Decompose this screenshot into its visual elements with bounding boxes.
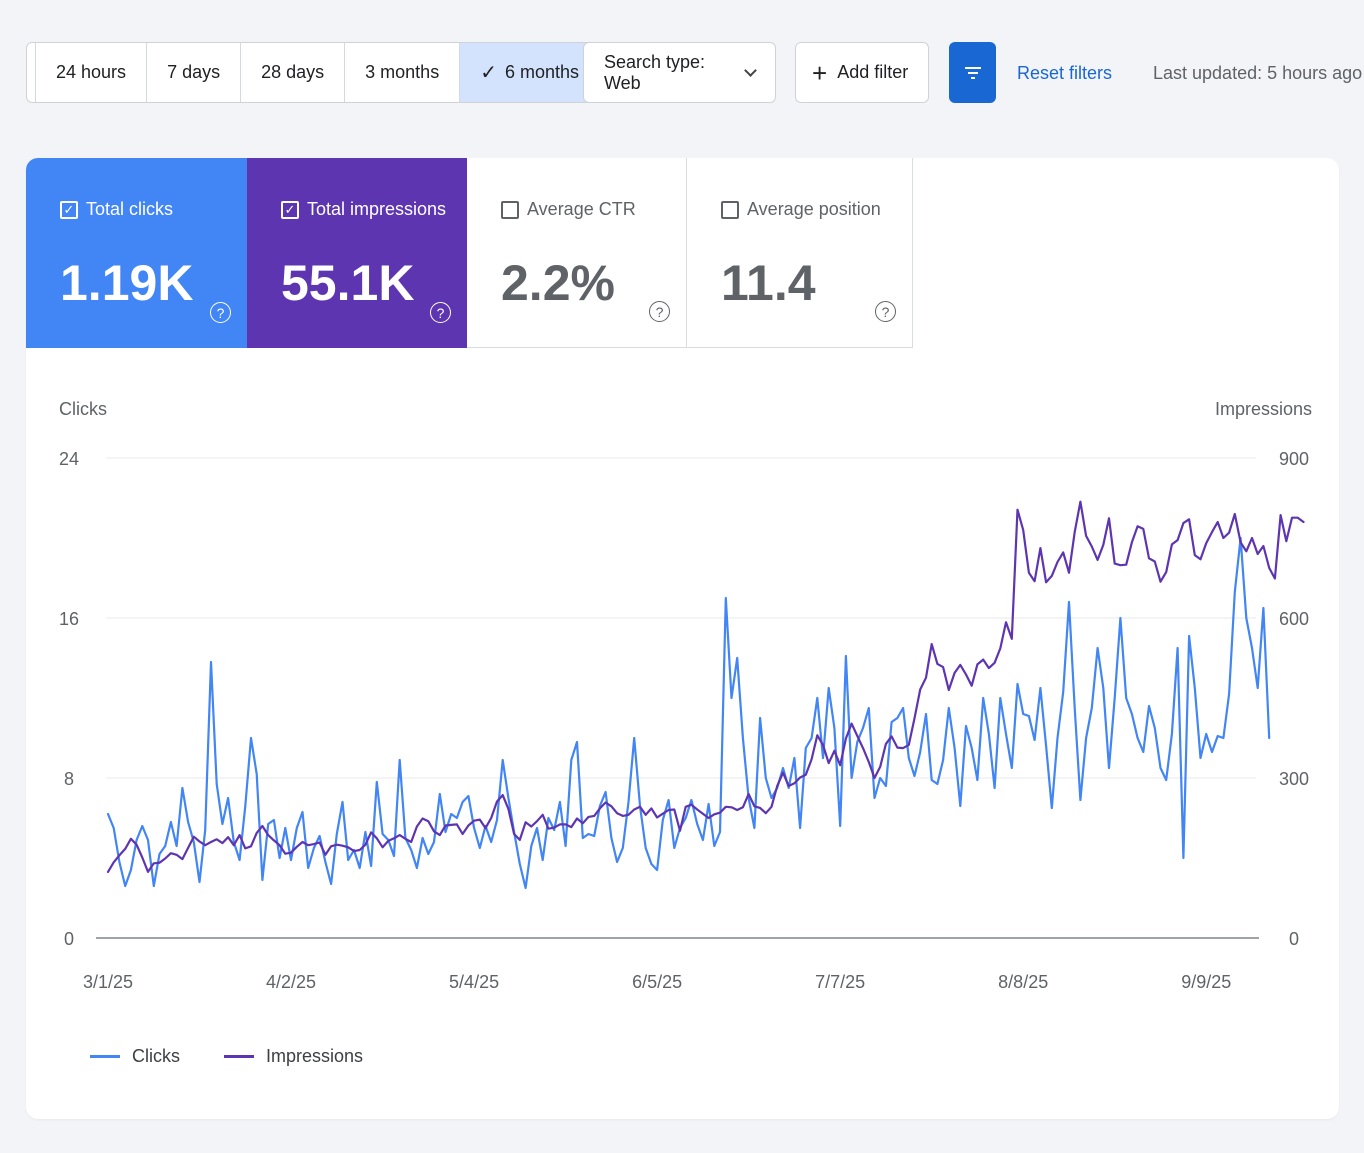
series-line-impressions <box>106 500 1305 874</box>
x-tick-label: 9/9/25 <box>1181 972 1231 992</box>
date-range-3-months[interactable]: 3 months <box>345 43 461 102</box>
checkmark-icon: ✓ <box>480 62 497 84</box>
x-tick-label: 3/1/25 <box>83 972 133 992</box>
legend-impressions[interactable]: Impressions <box>224 1046 363 1067</box>
checkbox-unchecked-icon[interactable] <box>721 200 739 219</box>
average-position-value: 11.4 <box>721 255 816 311</box>
left-tick-label: 24 <box>59 449 79 469</box>
search-type-dropdown[interactable]: Search type: Web <box>583 42 776 103</box>
total-impressions-value: 55.1K <box>281 255 415 311</box>
help-icon[interactable]: ? <box>430 302 451 323</box>
metric-average-position[interactable]: Average position 11.4 ? <box>687 158 913 348</box>
plus-icon: + <box>812 57 828 88</box>
x-tick-label: 4/2/25 <box>266 972 316 992</box>
help-icon[interactable]: ? <box>875 301 896 322</box>
total-clicks-value: 1.19K <box>60 255 194 311</box>
series-line-clicks <box>106 536 1271 890</box>
legend-swatch-clicks <box>90 1055 120 1058</box>
right-tick-label: 600 <box>1279 609 1309 629</box>
date-range-24-hours[interactable]: 24 hours <box>35 43 148 102</box>
filter-button[interactable] <box>949 42 996 103</box>
right-tick-label: 900 <box>1279 449 1309 469</box>
filter-icon <box>964 66 981 79</box>
x-tick-label: 6/5/25 <box>632 972 682 992</box>
help-icon[interactable]: ? <box>210 302 231 323</box>
x-tick-label: 5/4/25 <box>449 972 499 992</box>
left-axis-label: Clicks <box>59 399 107 419</box>
right-tick-label: 300 <box>1279 769 1309 789</box>
average-ctr-value: 2.2% <box>501 255 615 311</box>
add-filter-button[interactable]: + Add filter <box>795 42 929 103</box>
date-range-7-days[interactable]: 7 days <box>147 43 242 102</box>
metric-total-impressions[interactable]: ✓ Total impressions 55.1K ? <box>247 158 467 348</box>
reset-filters-link[interactable]: Reset filters <box>1017 63 1113 83</box>
right-axis-label: Impressions <box>1215 399 1312 419</box>
x-tick-label: 7/7/25 <box>815 972 865 992</box>
chevron-down-icon <box>744 63 757 77</box>
right-tick-label: 0 <box>1289 929 1299 949</box>
legend-clicks[interactable]: Clicks <box>90 1046 180 1067</box>
left-tick-label: 0 <box>64 929 74 949</box>
performance-chart: Clicks Impressions 24 16 8 0 900 600 300 0 3/1/2… <box>59 399 1312 992</box>
date-range-28-days[interactable]: 28 days <box>241 43 346 102</box>
date-range-6-months[interactable]: ✓ 6 months <box>460 43 600 102</box>
last-updated-text: Last updated: 5 hours ago <box>1153 63 1363 83</box>
metric-total-clicks[interactable]: ✓ Total clicks 1.19K ? <box>26 158 247 348</box>
left-tick-label: 16 <box>59 609 79 629</box>
help-icon[interactable]: ? <box>649 301 670 322</box>
left-tick-label: 8 <box>64 769 74 789</box>
checkbox-unchecked-icon[interactable] <box>501 200 519 219</box>
legend-swatch-impressions <box>224 1055 254 1058</box>
x-tick-label: 8/8/25 <box>998 972 1048 992</box>
metric-average-ctr[interactable]: Average CTR 2.2% ? <box>467 158 687 348</box>
checkbox-checked-icon[interactable]: ✓ <box>60 200 78 219</box>
performance-card: ✓ Total clicks 1.19K ? ✓ Total impressions… <box>26 158 1339 1119</box>
checkbox-checked-icon[interactable]: ✓ <box>281 200 299 219</box>
date-range-selector: 24 hours 7 days 28 days 3 months ✓ 6 mont… <box>26 42 601 103</box>
